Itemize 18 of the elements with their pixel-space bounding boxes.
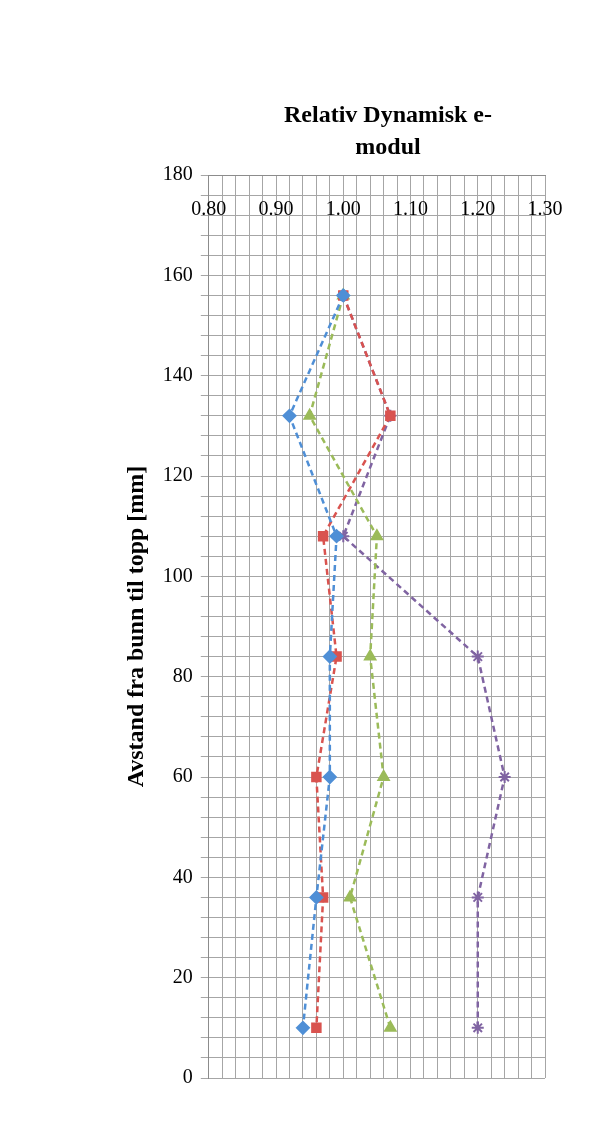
y-tick-label: 60 — [172, 764, 193, 787]
y-tick-label: 180 — [162, 162, 193, 185]
x-tick-label: 1.10 — [393, 197, 429, 220]
x-tick-label: 1.20 — [460, 197, 496, 220]
y-tick-label: 0 — [182, 1065, 193, 1088]
y-tick-label: 40 — [172, 864, 193, 887]
x-tick-label: 1.30 — [527, 197, 563, 220]
y-tick-label: 100 — [162, 563, 193, 586]
chart-title: Relativ Dynamisk e-modul — [283, 100, 493, 161]
x-tick-label: 0.90 — [258, 197, 294, 220]
x-tick-label: 1.00 — [325, 197, 361, 220]
y-tick-label: 80 — [172, 663, 193, 686]
y-tick-label: 140 — [162, 362, 193, 385]
y-tick-label: 20 — [172, 964, 193, 987]
y-axis-title: Avstand fra bunn til topp [mm] — [121, 465, 148, 788]
y-tick-label: 160 — [162, 262, 193, 285]
x-tick-label: 0.80 — [191, 197, 227, 220]
y-tick-label: 120 — [162, 463, 193, 486]
